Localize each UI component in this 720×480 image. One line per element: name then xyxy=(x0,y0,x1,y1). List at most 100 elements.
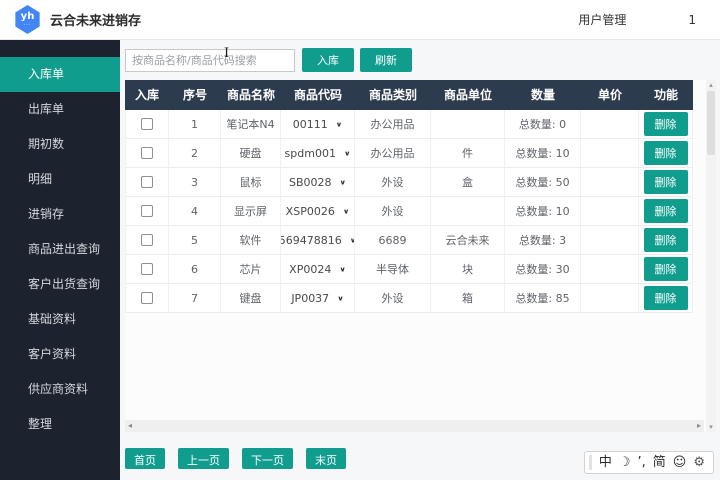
row-checkbox[interactable] xyxy=(141,205,153,217)
table-body: 1 笔记本N4 00111 ∨ 办公用品 总数量: 0 删除 xyxy=(125,110,693,313)
ime-punctuation-toggle[interactable]: ’, xyxy=(637,455,646,470)
column-header[interactable]: 商品类别 xyxy=(355,80,431,110)
sidebar-item[interactable]: 出库单 xyxy=(0,92,120,127)
product-code-select[interactable]: JP0037 ∨ xyxy=(291,292,343,305)
row-checkbox[interactable] xyxy=(141,292,153,304)
user-management-link[interactable]: 用户管理 xyxy=(578,13,627,27)
delete-button[interactable]: 删除 xyxy=(643,286,688,310)
sidebar-item[interactable]: 整理 xyxy=(0,407,120,442)
scroll-down-icon[interactable]: ▾ xyxy=(709,423,713,431)
sidebar-item-label: 期初数 xyxy=(28,137,65,151)
next-page-button[interactable]: 下一页 xyxy=(242,448,293,469)
product-code-select[interactable]: XSP0026 ∨ xyxy=(286,205,350,218)
table-row: 1 笔记本N4 00111 ∨ 办公用品 总数量: 0 删除 xyxy=(125,110,693,139)
scroll-left-icon[interactable]: ◂ xyxy=(128,421,133,430)
sidebar-item[interactable]: 基础资料 xyxy=(0,302,120,337)
sidebar-item-label: 供应商资料 xyxy=(28,382,89,396)
sidebar-item[interactable]: 进销存 xyxy=(0,197,120,232)
product-code-select[interactable]: spdm001 ∨ xyxy=(285,147,351,160)
cell-category: 外设 xyxy=(355,197,431,226)
delete-button[interactable]: 删除 xyxy=(643,141,688,165)
column-header[interactable]: 商品单位 xyxy=(431,80,505,110)
delete-button[interactable]: 删除 xyxy=(643,199,688,223)
product-code-value: 00111 xyxy=(292,117,328,131)
search-input[interactable] xyxy=(125,48,295,72)
table-row: 2 硬盘 spdm001 ∨ 办公用品 件 总数量: 10 删除 xyxy=(125,139,693,168)
cell-price xyxy=(581,110,639,139)
cell-no: 4 xyxy=(169,197,221,226)
column-header[interactable]: 单价 xyxy=(581,80,639,110)
column-header[interactable]: 序号 xyxy=(169,80,221,110)
sidebar-item[interactable]: 期初数 xyxy=(0,127,120,162)
sidebar-item[interactable]: 客户出货查询 xyxy=(0,267,120,302)
cell-product-name: 软件 xyxy=(221,226,281,255)
sidebar-item[interactable]: 商品进出查询 xyxy=(0,232,120,267)
ime-charset-toggle[interactable]: 简 xyxy=(652,455,666,470)
chevron-down-icon: ∨ xyxy=(350,236,354,244)
sidebar-item-label: 入库单 xyxy=(28,67,65,81)
gear-icon[interactable]: ⚙ xyxy=(693,455,705,470)
column-header[interactable]: 商品名称 xyxy=(221,80,281,110)
sidebar-item[interactable]: 明细 xyxy=(0,162,120,197)
cell-no: 1 xyxy=(169,110,221,139)
product-code-select[interactable]: SB0028 ∨ xyxy=(289,176,346,189)
cell-price xyxy=(581,226,639,255)
cell-unit: 件 xyxy=(431,139,505,168)
horizontal-scrollbar[interactable]: ◂ ▸ xyxy=(125,420,704,432)
cell-no: 5 xyxy=(169,226,221,255)
row-checkbox[interactable] xyxy=(141,118,153,130)
cell-unit: 箱 xyxy=(431,284,505,313)
column-header[interactable]: 数量 xyxy=(505,80,581,110)
cell-category: 6689 xyxy=(355,226,431,255)
refresh-button[interactable]: 刷新 xyxy=(360,48,412,72)
row-checkbox[interactable] xyxy=(141,263,153,275)
delete-button[interactable]: 删除 xyxy=(643,228,688,252)
column-header[interactable]: 入库 xyxy=(125,80,169,110)
first-page-button[interactable]: 首页 xyxy=(125,448,165,469)
table-row: 4 显示屏 XSP0026 ∨ 外设 总数量: 10 删除 xyxy=(125,197,693,226)
column-header[interactable]: 商品代码 xyxy=(281,80,355,110)
user-count: 1 xyxy=(688,12,696,27)
chevron-down-icon: ∨ xyxy=(343,149,351,157)
product-code-select[interactable]: XP0024 ∨ xyxy=(289,263,346,276)
scroll-right-icon[interactable]: ▸ xyxy=(696,421,701,430)
sidebar-item-label: 客户资料 xyxy=(28,347,77,361)
vertical-scroll-thumb[interactable] xyxy=(707,91,715,155)
delete-button[interactable]: 删除 xyxy=(643,257,688,281)
product-code-select[interactable]: 569478816 ∨ xyxy=(281,234,354,247)
chevron-down-icon: ∨ xyxy=(342,207,350,215)
search-toolbar: 入库 刷新 xyxy=(125,48,716,72)
cell-unit: 块 xyxy=(431,255,505,284)
row-checkbox[interactable] xyxy=(141,147,153,159)
row-checkbox[interactable] xyxy=(141,176,153,188)
chevron-down-icon: ∨ xyxy=(339,178,347,186)
sidebar-item[interactable]: 入库单 xyxy=(0,57,120,92)
delete-button[interactable]: 删除 xyxy=(643,170,688,194)
scroll-up-icon[interactable]: ▴ xyxy=(709,81,713,89)
vertical-scrollbar[interactable]: ▴ ▾ xyxy=(706,80,716,432)
sidebar-item-label: 基础资料 xyxy=(28,312,77,326)
sidebar-item-label: 明细 xyxy=(28,172,53,186)
sidebar: 入库单 出库单 期初数 明细 进销存 商品进出查询 客户出货查询 xyxy=(0,40,120,480)
stock-in-button[interactable]: 入库 xyxy=(302,48,354,72)
smiley-icon[interactable]: ☺ xyxy=(672,455,687,470)
cell-no: 7 xyxy=(169,284,221,313)
top-bar: yh ... 云合未来进销存 用户管理 1 xyxy=(0,0,720,40)
product-code-value: XP0024 xyxy=(289,262,332,276)
ime-handle[interactable] xyxy=(588,455,592,470)
cell-product-name: 硬盘 xyxy=(221,139,281,168)
table-row: 5 软件 569478816 ∨ 6689 云合未来 总数量: 3 删除 xyxy=(125,226,693,255)
moon-icon[interactable]: ☽ xyxy=(618,455,631,470)
pagination: 首页 上一页 下一页 末页 xyxy=(125,448,716,469)
product-code-select[interactable]: 00111 ∨ xyxy=(293,118,343,131)
delete-button[interactable]: 删除 xyxy=(643,112,688,136)
column-header[interactable]: 功能 xyxy=(639,80,693,110)
cell-product-name: 笔记本N4 xyxy=(221,110,281,139)
sidebar-item[interactable]: 供应商资料 xyxy=(0,372,120,407)
prev-page-button[interactable]: 上一页 xyxy=(178,448,229,469)
row-checkbox[interactable] xyxy=(141,234,153,246)
last-page-button[interactable]: 末页 xyxy=(306,448,346,469)
topbar-right: 用户管理 1 xyxy=(578,11,700,28)
sidebar-item[interactable]: 客户资料 xyxy=(0,337,120,372)
ime-language-toggle[interactable]: 中 xyxy=(598,455,612,470)
